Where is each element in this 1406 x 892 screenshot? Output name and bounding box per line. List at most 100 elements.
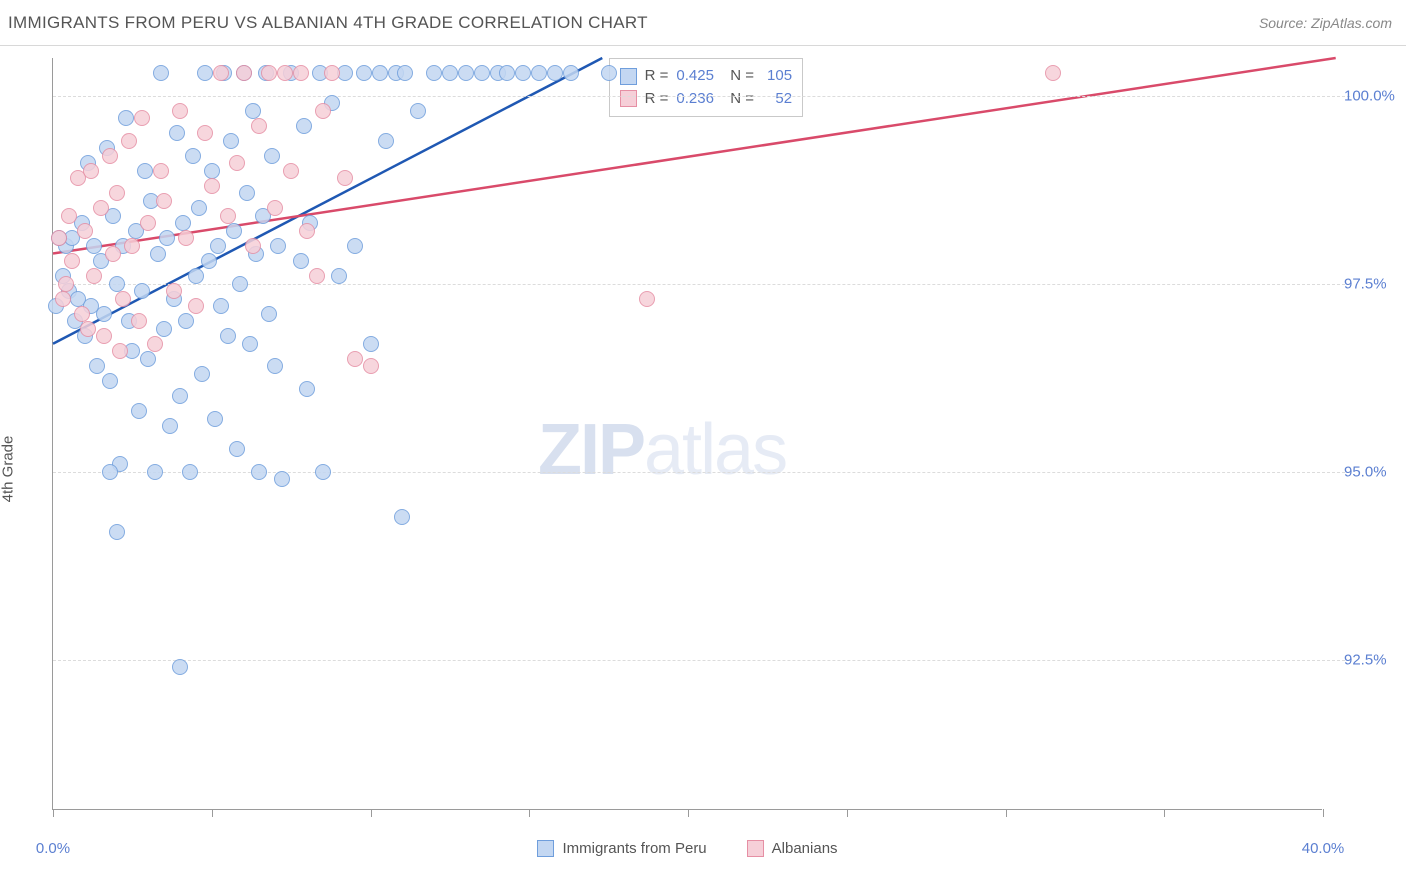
scatter-point <box>274 471 290 487</box>
scatter-point <box>131 313 147 329</box>
x-tick <box>1006 809 1007 817</box>
x-tick <box>1323 809 1324 817</box>
legend-label: Immigrants from Peru <box>562 840 706 857</box>
legend-stats-box: R = 0.425 N = 105R = 0.236 N = 52 <box>609 58 803 117</box>
scatter-point <box>293 65 309 81</box>
scatter-point <box>229 155 245 171</box>
scatter-point <box>226 223 242 239</box>
scatter-point <box>185 148 201 164</box>
scatter-point <box>159 230 175 246</box>
scatter-point <box>229 441 245 457</box>
scatter-point <box>356 65 372 81</box>
scatter-point <box>175 215 191 231</box>
scatter-point <box>293 253 309 269</box>
scatter-point <box>242 336 258 352</box>
chart-title: IMMIGRANTS FROM PERU VS ALBANIAN 4TH GRA… <box>8 13 648 33</box>
scatter-point <box>639 291 655 307</box>
scatter-point <box>172 659 188 675</box>
legend-swatch <box>620 68 637 85</box>
scatter-point <box>204 163 220 179</box>
x-tick <box>53 809 54 817</box>
scatter-point <box>147 336 163 352</box>
scatter-point <box>223 133 239 149</box>
scatter-point <box>515 65 531 81</box>
scatter-point <box>102 373 118 389</box>
scatter-point <box>601 65 617 81</box>
scatter-point <box>474 65 490 81</box>
x-tick <box>847 809 848 817</box>
scatter-point <box>77 223 93 239</box>
plot-container: 4th Grade ZIPatlas R = 0.425 N = 105R = … <box>0 46 1406 892</box>
scatter-point <box>232 276 248 292</box>
plot-area: ZIPatlas R = 0.425 N = 105R = 0.236 N = … <box>52 58 1322 810</box>
scatter-point <box>363 336 379 352</box>
y-tick-label: 95.0% <box>1344 463 1404 480</box>
scatter-point <box>270 238 286 254</box>
scatter-point <box>118 110 134 126</box>
scatter-point <box>251 118 267 134</box>
scatter-point <box>207 411 223 427</box>
scatter-point <box>277 65 293 81</box>
scatter-point <box>563 65 579 81</box>
scatter-point <box>197 125 213 141</box>
scatter-point <box>61 208 77 224</box>
scatter-point <box>337 170 353 186</box>
scatter-point <box>309 268 325 284</box>
scatter-point <box>86 268 102 284</box>
scatter-point <box>283 163 299 179</box>
scatter-point <box>169 125 185 141</box>
scatter-point <box>86 238 102 254</box>
scatter-point <box>109 524 125 540</box>
scatter-point <box>499 65 515 81</box>
scatter-point <box>74 306 90 322</box>
scatter-point <box>124 238 140 254</box>
scatter-point <box>442 65 458 81</box>
scatter-point <box>178 313 194 329</box>
scatter-point <box>245 238 261 254</box>
scatter-point <box>153 65 169 81</box>
scatter-point <box>194 366 210 382</box>
scatter-point <box>410 103 426 119</box>
trend-lines <box>53 58 1323 810</box>
scatter-point <box>347 238 363 254</box>
scatter-point <box>51 230 67 246</box>
x-tick <box>529 809 530 817</box>
scatter-point <box>166 283 182 299</box>
scatter-point <box>188 268 204 284</box>
x-tick-label: 0.0% <box>36 840 70 857</box>
legend-swatch <box>537 840 554 857</box>
scatter-point <box>372 65 388 81</box>
scatter-point <box>96 306 112 322</box>
scatter-point <box>239 185 255 201</box>
x-tick <box>1164 809 1165 817</box>
scatter-point <box>96 328 112 344</box>
scatter-point <box>121 133 137 149</box>
scatter-point <box>109 276 125 292</box>
scatter-point <box>197 65 213 81</box>
scatter-point <box>102 148 118 164</box>
scatter-point <box>89 358 105 374</box>
gridline <box>53 660 1350 661</box>
x-tick <box>371 809 372 817</box>
scatter-point <box>140 351 156 367</box>
scatter-point <box>547 65 563 81</box>
scatter-point <box>109 185 125 201</box>
scatter-point <box>213 298 229 314</box>
scatter-point <box>220 208 236 224</box>
scatter-point <box>156 321 172 337</box>
scatter-point <box>347 351 363 367</box>
scatter-point <box>140 215 156 231</box>
x-tick <box>688 809 689 817</box>
scatter-point <box>458 65 474 81</box>
scatter-point <box>204 178 220 194</box>
y-tick-label: 92.5% <box>1344 651 1404 668</box>
scatter-point <box>394 509 410 525</box>
scatter-point <box>182 464 198 480</box>
scatter-point <box>134 283 150 299</box>
legend-label: Albanians <box>772 840 838 857</box>
legend-swatch <box>747 840 764 857</box>
scatter-point <box>131 403 147 419</box>
scatter-point <box>299 381 315 397</box>
chart-header: IMMIGRANTS FROM PERU VS ALBANIAN 4TH GRA… <box>0 0 1406 46</box>
scatter-point <box>299 223 315 239</box>
